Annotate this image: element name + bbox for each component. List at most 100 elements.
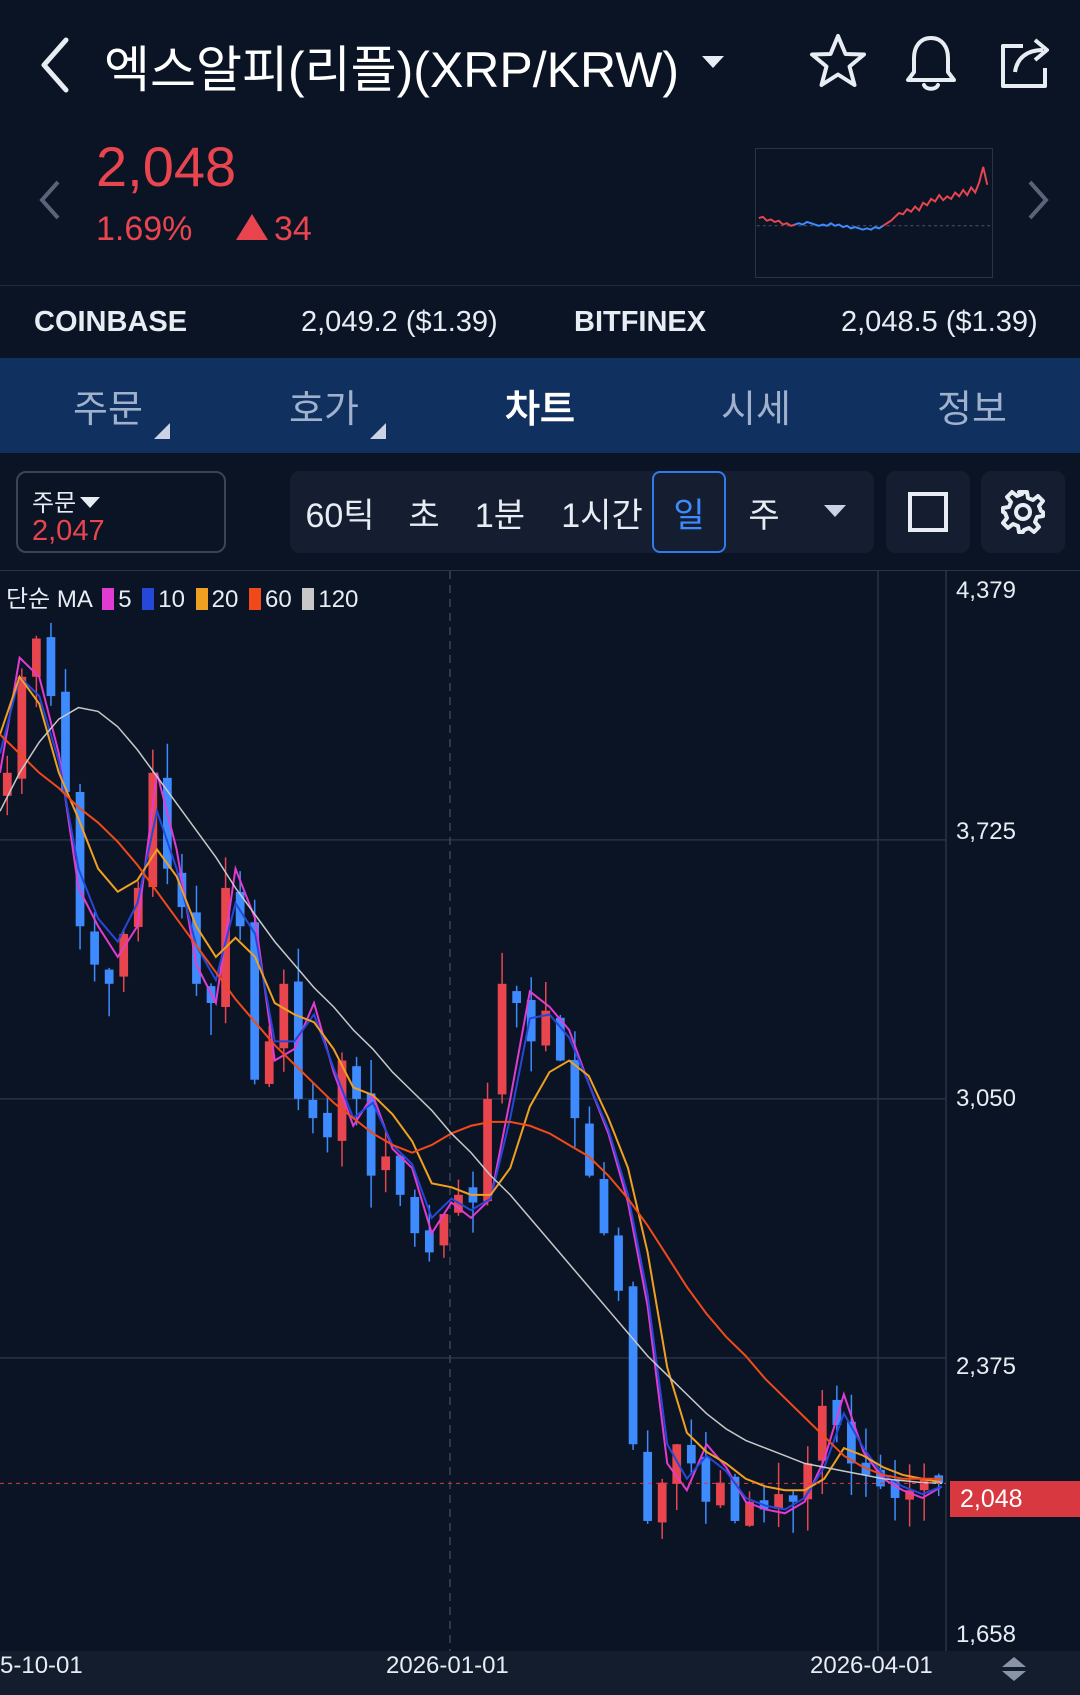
interval-second[interactable]: 초 — [408, 496, 440, 535]
candle-body — [366, 1093, 376, 1176]
candle-body — [657, 1482, 667, 1523]
up-arrow-icon — [236, 214, 268, 240]
expand-toggle-icon[interactable] — [996, 1651, 1032, 1687]
interval-week[interactable]: 주 — [748, 496, 780, 535]
ma20-label: 20 — [211, 586, 239, 613]
price-summary: 2,048 1.69% 34 — [0, 130, 1080, 285]
candle-body — [163, 777, 172, 869]
interval-60tick[interactable]: 60틱 — [305, 496, 375, 535]
back-icon[interactable] — [30, 30, 80, 100]
candle-body — [643, 1451, 653, 1521]
tab-chart[interactable]: 차트 — [432, 358, 648, 453]
interval-1hour[interactable]: 1시간 — [561, 496, 643, 535]
candle-body — [308, 1099, 318, 1119]
exchange-name: COINBASE — [34, 306, 188, 338]
square-icon — [908, 492, 948, 532]
exchange-prices: COINBASE 2,049.2 ($1.39) BITFINEX 2,048.… — [0, 285, 1080, 358]
y-tick-label: 2,375 — [955, 1353, 1016, 1380]
candle-body — [323, 1112, 332, 1138]
candle-body — [730, 1476, 740, 1521]
tab-label: 시세 — [721, 389, 791, 431]
ma120-label: 120 — [318, 586, 359, 613]
tab-market[interactable]: 시세 — [648, 358, 864, 453]
order-selector[interactable]: 주문 2,047 — [16, 471, 226, 553]
candle-body — [133, 887, 143, 927]
gear-icon — [1001, 490, 1045, 534]
y-tick-label: 1,658 — [955, 1621, 1016, 1648]
candle-body — [512, 991, 522, 1003]
tab-label: 호가 — [289, 389, 359, 431]
candle-body — [686, 1444, 696, 1464]
corner-indicator-icon — [154, 423, 170, 439]
candle-body — [919, 1478, 929, 1491]
candle-body — [119, 933, 129, 977]
ma5-swatch — [102, 588, 115, 610]
candle-body — [61, 691, 70, 792]
candle-body — [395, 1155, 405, 1195]
candle-body — [264, 1041, 274, 1084]
chevron-down-icon[interactable] — [824, 505, 846, 517]
ma-line-60 — [0, 733, 942, 1480]
order-label-text: 주문 — [32, 490, 77, 517]
candle-body — [46, 637, 56, 697]
ma60-label: 60 — [264, 586, 292, 613]
candle-body — [75, 791, 85, 927]
candle-body — [905, 1490, 914, 1500]
candle-body — [788, 1495, 798, 1502]
page-title[interactable]: 엑스알피(리플)(XRP/KRW) — [104, 42, 680, 98]
mini-line-early — [758, 215, 796, 227]
candle-body — [701, 1456, 711, 1502]
candlestick-chart[interactable] — [0, 571, 1080, 1695]
candle-body — [599, 1179, 609, 1234]
order-value: 2,047 — [32, 515, 105, 547]
mini-price-chart[interactable] — [755, 148, 993, 278]
ma5-label: 5 — [118, 586, 132, 613]
candle-body — [716, 1482, 725, 1506]
settings-button[interactable] — [981, 471, 1065, 553]
chevron-left-icon[interactable] — [30, 170, 70, 230]
chevron-down-icon[interactable] — [700, 52, 726, 72]
interval-1min[interactable]: 1분 — [474, 496, 526, 535]
candle-body — [439, 1214, 449, 1246]
candle-body — [570, 1059, 580, 1119]
tab-order[interactable]: 주문 — [0, 358, 216, 453]
current-price-tag: 2,048 — [950, 1481, 1080, 1517]
candle-body — [337, 1060, 347, 1141]
candle-body — [410, 1197, 420, 1234]
ma-line-20 — [0, 674, 943, 1492]
candle-body — [250, 922, 260, 1080]
price-chart[interactable]: 단순 MA 5 10 20 60 120 4,379 3,725 3,050 2… — [0, 571, 1080, 1695]
star-icon[interactable] — [805, 30, 871, 96]
candle-body — [803, 1463, 813, 1500]
header: 엑스알피(리플)(XRP/KRW) — [0, 0, 1080, 130]
candle-body — [279, 983, 289, 1049]
order-label: 주문 — [32, 483, 101, 518]
candle-body — [32, 638, 41, 677]
candle-body — [628, 1286, 638, 1445]
candle-body — [90, 931, 99, 965]
x-axis-strip — [0, 1651, 1080, 1695]
x-tick-label: 5-10-01 — [0, 1652, 83, 1679]
tab-info[interactable]: 정보 — [864, 358, 1080, 453]
candle-body — [745, 1501, 754, 1526]
candle-body — [672, 1444, 682, 1484]
layout-button[interactable] — [886, 471, 970, 553]
mini-line-down — [794, 220, 884, 231]
candle-body — [585, 1123, 594, 1176]
caret-down-icon — [80, 497, 101, 508]
interval-day[interactable]: 일 — [652, 471, 726, 553]
ma-legend-label: 단순 MA — [6, 586, 92, 613]
y-tick-label: 3,725 — [955, 818, 1016, 845]
chevron-right-icon[interactable] — [1018, 170, 1058, 230]
tab-orderbook[interactable]: 호가 — [216, 358, 432, 453]
candle-body — [526, 999, 536, 1042]
share-icon[interactable] — [993, 30, 1059, 96]
bell-icon[interactable] — [898, 30, 964, 96]
ma20-swatch — [195, 588, 208, 610]
candle-body — [832, 1399, 842, 1426]
exchange-name: BITFINEX — [574, 306, 707, 338]
ma-line-5 — [0, 655, 943, 1515]
ma-legend: 단순 MA 5 10 20 60 120 — [6, 579, 358, 614]
candle-body — [424, 1230, 434, 1253]
y-tick-label: 4,379 — [955, 577, 1016, 604]
